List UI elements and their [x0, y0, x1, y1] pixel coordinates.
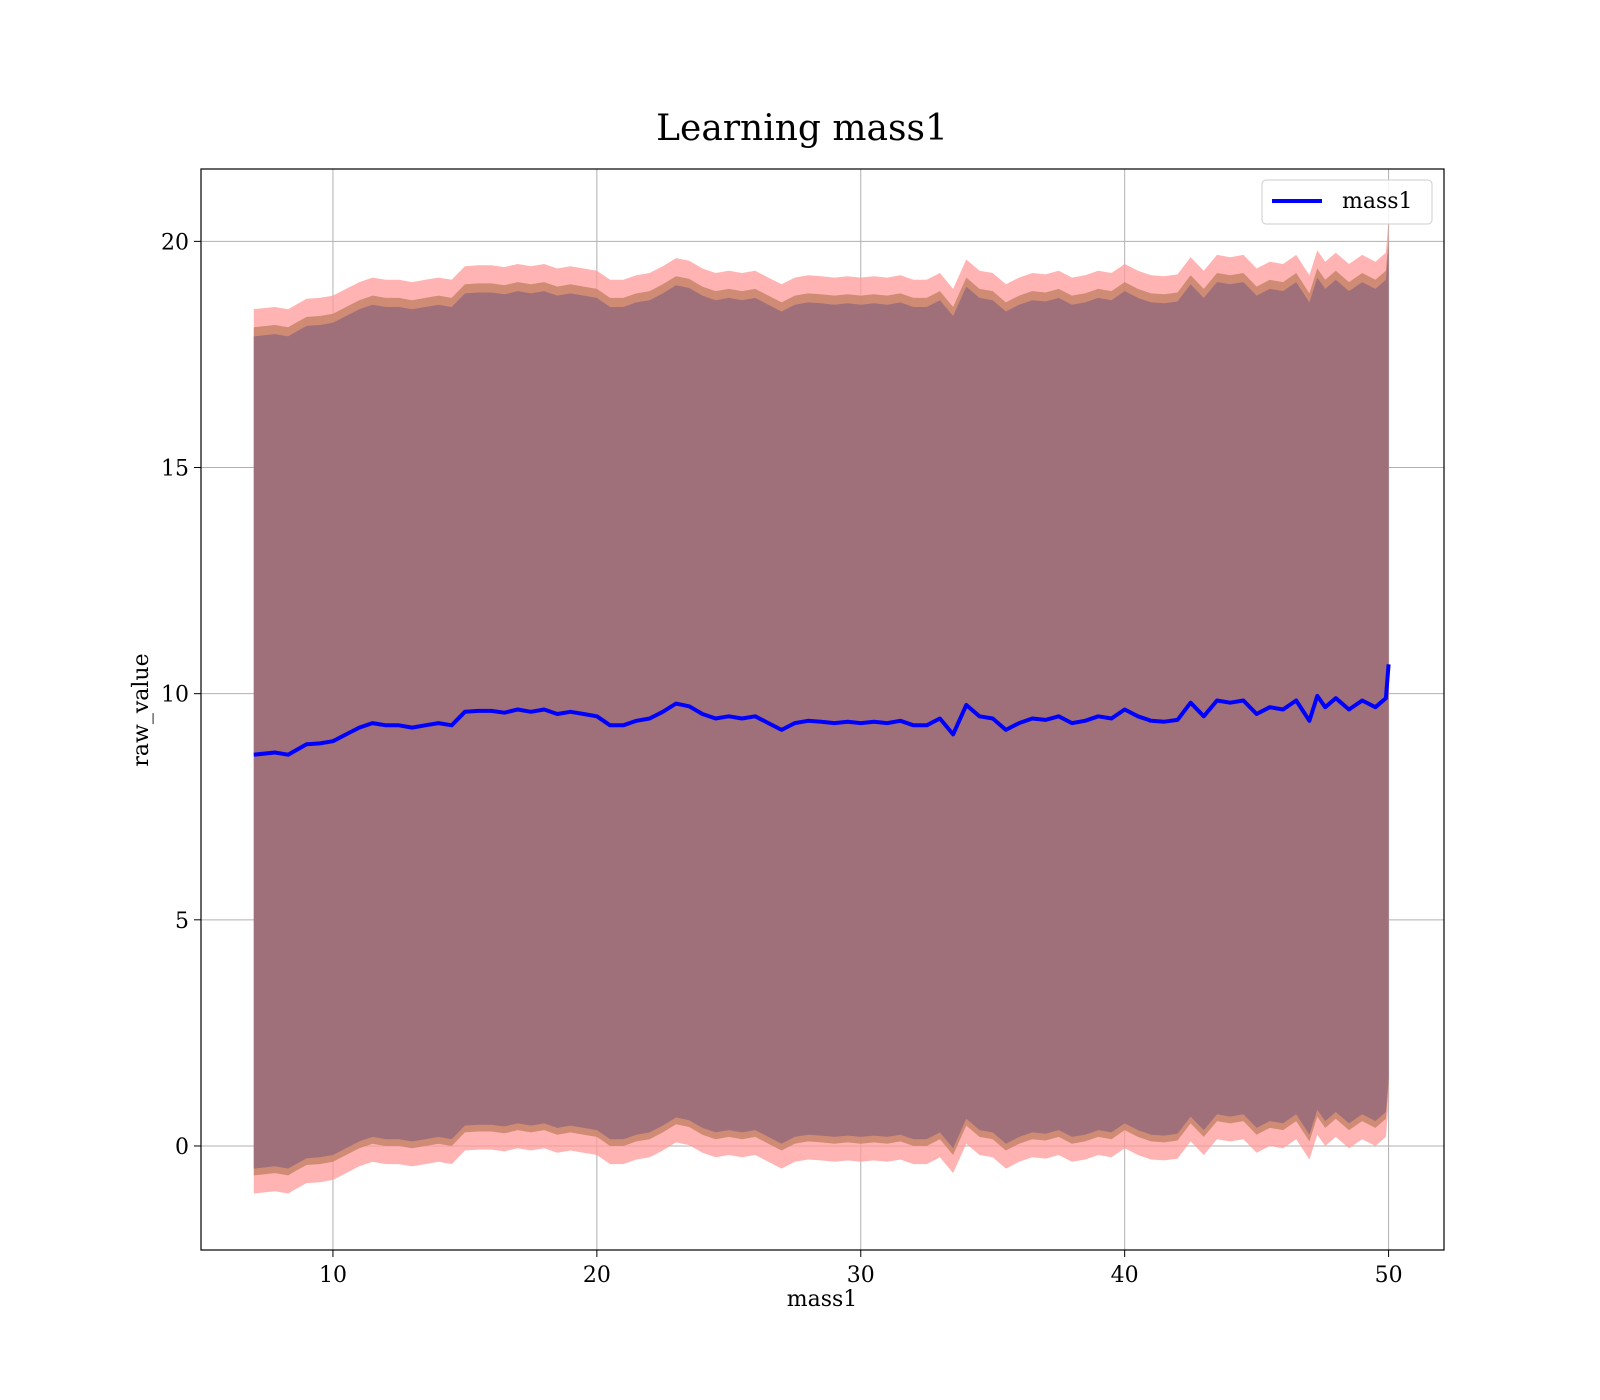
ticks: 10 20 30 40 50 0 5 10 15 20 [161, 230, 1403, 1288]
y-tick-label: 0 [175, 1135, 189, 1160]
x-axis-label: mass1 [787, 1287, 858, 1312]
legend: mass1 [1261, 179, 1433, 225]
y-tick-label: 20 [161, 230, 189, 255]
x-tick-label: 10 [319, 1263, 347, 1288]
plot-frame [200, 168, 1445, 1251]
x-tick-label: 30 [847, 1263, 875, 1288]
x-tick-label: 20 [583, 1263, 611, 1288]
band-inner [253, 245, 1389, 1169]
x-tick-label: 50 [1375, 1263, 1403, 1288]
y-axis-label: raw_value [129, 653, 154, 766]
x-tick-label: 40 [1111, 1263, 1139, 1288]
y-tick-label: 15 [161, 457, 189, 482]
y-tick-label: 10 [161, 683, 189, 708]
uncertainty-bands [253, 218, 1389, 1194]
legend-label-mass1: mass1 [1342, 189, 1413, 214]
y-tick-label: 5 [175, 909, 189, 934]
series-lines [253, 664, 1391, 757]
chart-title: Learning mass1 [656, 108, 948, 149]
series-line-mass1 [253, 664, 1391, 757]
legend-box [1261, 179, 1433, 225]
